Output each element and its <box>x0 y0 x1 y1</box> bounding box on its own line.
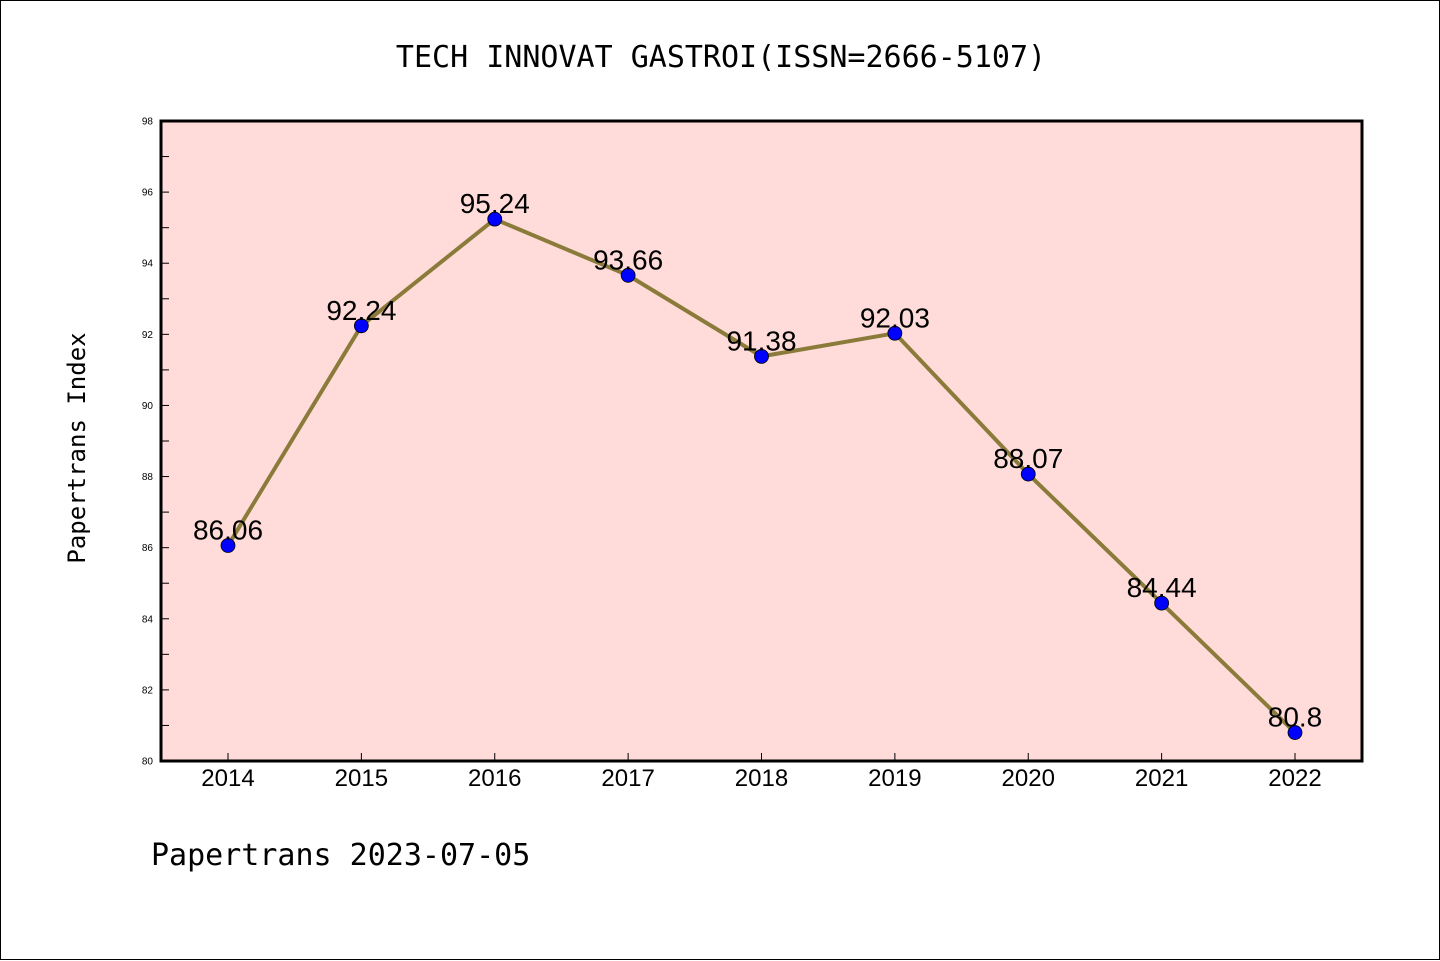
plot-area <box>161 121 1362 761</box>
x-tick-label: 2014 <box>201 765 254 792</box>
y-tick-label: 94 <box>142 259 154 270</box>
y-tick-label: 88 <box>142 472 154 483</box>
data-point <box>487 211 503 227</box>
data-point <box>620 267 636 283</box>
data-label: 93.66 <box>593 244 663 275</box>
y-tick-label: 98 <box>142 117 154 128</box>
chart-title: TECH INNOVAT GASTROI(ISSN=2666-5107) <box>396 40 1046 75</box>
data-label: 80.8 <box>1268 702 1323 733</box>
plot-border <box>159 119 1364 763</box>
y-tick-label: 90 <box>142 401 154 412</box>
data-label: 95.24 <box>460 188 530 219</box>
data-point <box>353 318 369 334</box>
y-tick-label: 96 <box>142 188 154 199</box>
x-tick-label: 2020 <box>1002 765 1055 792</box>
data-markers <box>220 211 1303 740</box>
y-tick-label: 92 <box>142 330 154 341</box>
data-point <box>1154 595 1170 611</box>
y-tick-label: 84 <box>142 614 154 625</box>
x-tick-label: 2018 <box>735 765 788 792</box>
data-point <box>1287 725 1303 740</box>
data-label: 88.07 <box>993 443 1063 474</box>
data-label: 92.03 <box>860 302 930 333</box>
data-point <box>754 348 769 364</box>
data-point <box>1020 466 1036 482</box>
data-labels: 86.06 92.24 95.24 93.66 91.38 92.03 88.07 84.44… <box>193 188 1322 732</box>
data-label: 92.24 <box>326 295 396 326</box>
y-axis: 80 82 84 86 88 90 92 94 96 98 <box>142 117 169 768</box>
x-tick-label: 2021 <box>1135 765 1188 792</box>
data-label: 84.44 <box>1127 572 1197 603</box>
x-tick-label: 2015 <box>335 765 388 792</box>
y-tick-label: 86 <box>142 543 154 554</box>
x-tick-label: 2019 <box>868 765 921 792</box>
y-axis-label: Papertrans Index <box>63 332 91 563</box>
data-point <box>220 538 236 553</box>
x-tick-label: 2016 <box>468 765 521 792</box>
data-label: 86.06 <box>193 515 263 546</box>
data-point <box>887 325 903 341</box>
x-tick-label: 2017 <box>601 765 654 792</box>
x-axis: 2014 2015 2016 2017 2018 2019 2020 2021 2022 <box>201 753 1322 792</box>
y-tick-label: 80 <box>142 757 154 768</box>
footer-note: Papertrans 2023-07-05 <box>151 838 530 873</box>
x-tick-label: 2022 <box>1268 765 1321 792</box>
y-tick-label: 82 <box>142 685 154 696</box>
data-label: 91.38 <box>726 325 796 356</box>
